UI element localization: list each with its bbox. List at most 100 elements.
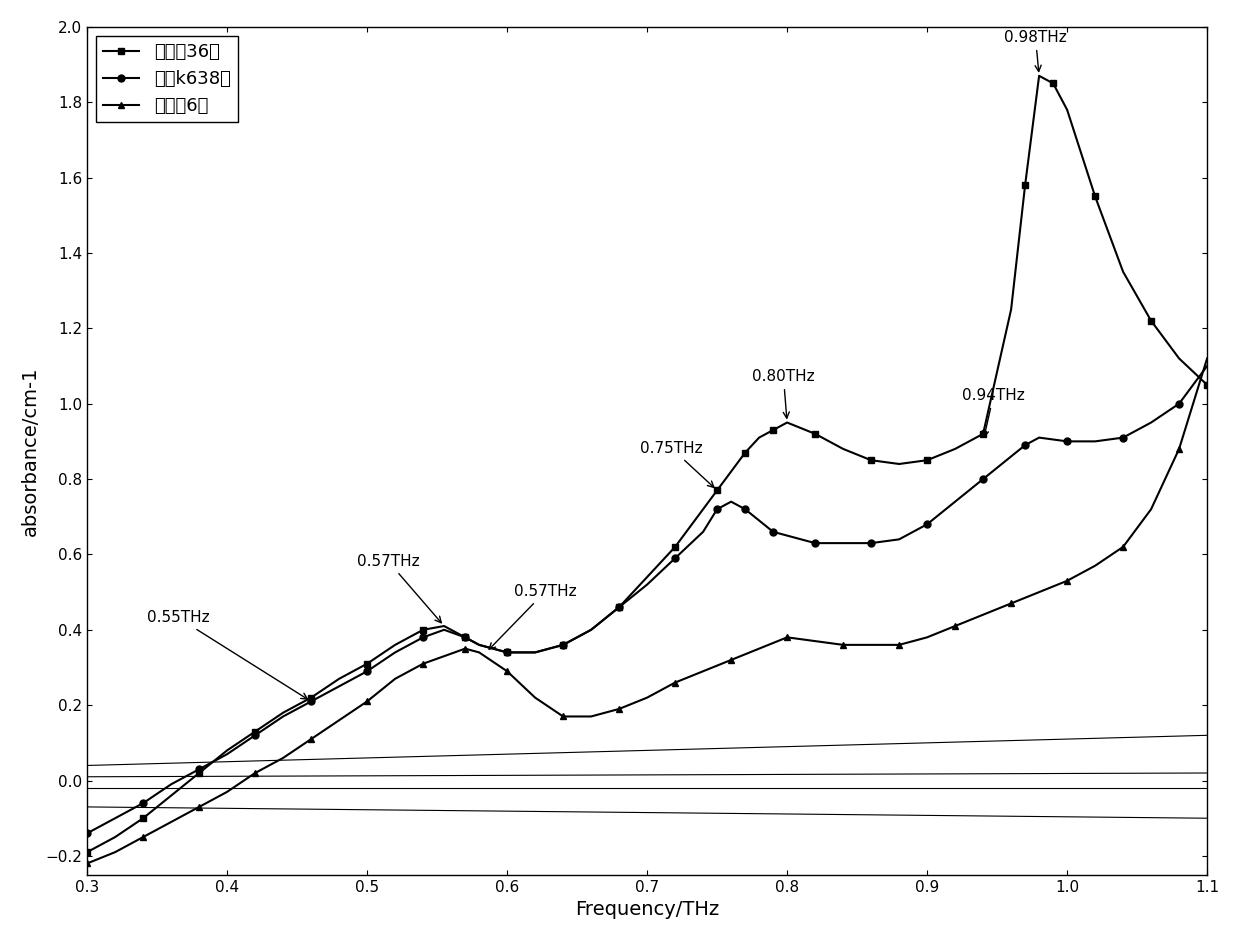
鲁研棉36号 (248, 726, 263, 737)
新陆中6号 (1003, 598, 1018, 609)
鲁研棉36号 (1116, 266, 1131, 277)
鲁研棉36号 (807, 429, 822, 440)
鑫秋k638号 (331, 681, 346, 692)
新陆中6号 (108, 847, 123, 858)
Text: 0.75THz: 0.75THz (640, 441, 714, 488)
鲁研棉36号 (500, 647, 515, 658)
新陆中6号 (471, 647, 486, 658)
鑫秋k638号 (360, 666, 374, 677)
鑫秋k638号 (275, 711, 290, 722)
鑫秋k638号 (528, 647, 543, 658)
鲁研棉36号 (1003, 304, 1018, 315)
鲁研棉36号 (471, 639, 486, 650)
鑫秋k638号 (780, 530, 795, 541)
新陆中6号 (807, 635, 822, 647)
鑫秋k638号 (1172, 398, 1187, 409)
新陆中6号 (1060, 575, 1075, 587)
Text: 0.57THz: 0.57THz (357, 554, 441, 623)
鑫秋k638号 (135, 797, 150, 808)
新陆中6号 (836, 639, 851, 650)
鑫秋k638号 (304, 696, 319, 707)
新陆中6号 (947, 620, 962, 632)
鑫秋k638号 (751, 515, 766, 526)
鑫秋k638号 (724, 496, 739, 508)
鑫秋k638号 (164, 778, 179, 790)
鲁研棉36号 (219, 744, 234, 756)
鲁研棉36号 (976, 429, 991, 440)
鲁研棉36号 (388, 639, 403, 650)
鲁研棉36号 (640, 572, 655, 583)
新陆中6号 (304, 733, 319, 744)
新陆中6号 (360, 696, 374, 707)
新陆中6号 (1032, 587, 1047, 598)
鲁研棉36号 (275, 707, 290, 718)
新陆中6号 (1116, 541, 1131, 553)
鑫秋k638号 (79, 827, 94, 838)
新陆中6号 (780, 632, 795, 643)
鲁研棉36号 (192, 767, 207, 778)
Line: 鑫秋k638号: 鑫秋k638号 (83, 363, 1210, 837)
鲁研棉36号 (458, 632, 472, 643)
鲁研棉36号 (920, 455, 935, 466)
Text: 0.98THz: 0.98THz (1004, 30, 1066, 71)
鑫秋k638号 (192, 763, 207, 775)
鲁研棉36号 (304, 692, 319, 703)
Text: 0.80THz: 0.80THz (753, 369, 815, 418)
鑫秋k638号 (500, 647, 515, 658)
新陆中6号 (388, 673, 403, 684)
新陆中6号 (79, 858, 94, 870)
鑫秋k638号 (947, 496, 962, 508)
新陆中6号 (1087, 560, 1102, 572)
鲁研棉36号 (360, 658, 374, 669)
鑫秋k638号 (1060, 436, 1075, 447)
新陆中6号 (1199, 352, 1214, 364)
新陆中6号 (667, 677, 682, 688)
鑫秋k638号 (1116, 432, 1131, 444)
鲁研棉36号 (709, 485, 724, 496)
鲁研棉36号 (1032, 70, 1047, 82)
鲁研棉36号 (611, 602, 626, 613)
鲁研棉36号 (415, 624, 430, 635)
鑫秋k638号 (415, 632, 430, 643)
新陆中6号 (192, 801, 207, 812)
Y-axis label: absorbance/cm-1: absorbance/cm-1 (21, 366, 40, 536)
鑫秋k638号 (1199, 360, 1214, 371)
新陆中6号 (892, 639, 906, 650)
鑫秋k638号 (1003, 451, 1018, 462)
新陆中6号 (1143, 504, 1158, 515)
新陆中6号 (248, 767, 263, 778)
新陆中6号 (436, 650, 451, 662)
鲁研棉36号 (1199, 379, 1214, 390)
新陆中6号 (556, 711, 570, 722)
鲁研棉36号 (108, 831, 123, 842)
鲁研棉36号 (331, 673, 346, 684)
鑫秋k638号 (667, 553, 682, 564)
鑫秋k638号 (738, 504, 753, 515)
鲁研棉36号 (436, 620, 451, 632)
新陆中6号 (1172, 444, 1187, 455)
鑫秋k638号 (248, 729, 263, 741)
鲁研棉36号 (751, 432, 766, 444)
新陆中6号 (611, 703, 626, 714)
鲁研棉36号 (947, 444, 962, 455)
鲁研棉36号 (864, 455, 879, 466)
新陆中6号 (458, 643, 472, 654)
鲁研棉36号 (1060, 104, 1075, 116)
鑫秋k638号 (976, 474, 991, 485)
鑫秋k638号 (219, 748, 234, 760)
新陆中6号 (164, 816, 179, 827)
鲁研棉36号 (738, 447, 753, 459)
新陆中6号 (415, 658, 430, 669)
鲁研棉36号 (1045, 78, 1060, 89)
鲁研棉36号 (892, 459, 906, 470)
鑫秋k638号 (108, 812, 123, 823)
鲁研棉36号 (1087, 191, 1102, 202)
新陆中6号 (976, 609, 991, 620)
新陆中6号 (219, 786, 234, 797)
新陆中6号 (500, 666, 515, 677)
鑫秋k638号 (1143, 416, 1158, 428)
鑫秋k638号 (709, 504, 724, 515)
新陆中6号 (724, 654, 739, 666)
鑫秋k638号 (807, 538, 822, 549)
鲁研棉36号 (164, 790, 179, 801)
